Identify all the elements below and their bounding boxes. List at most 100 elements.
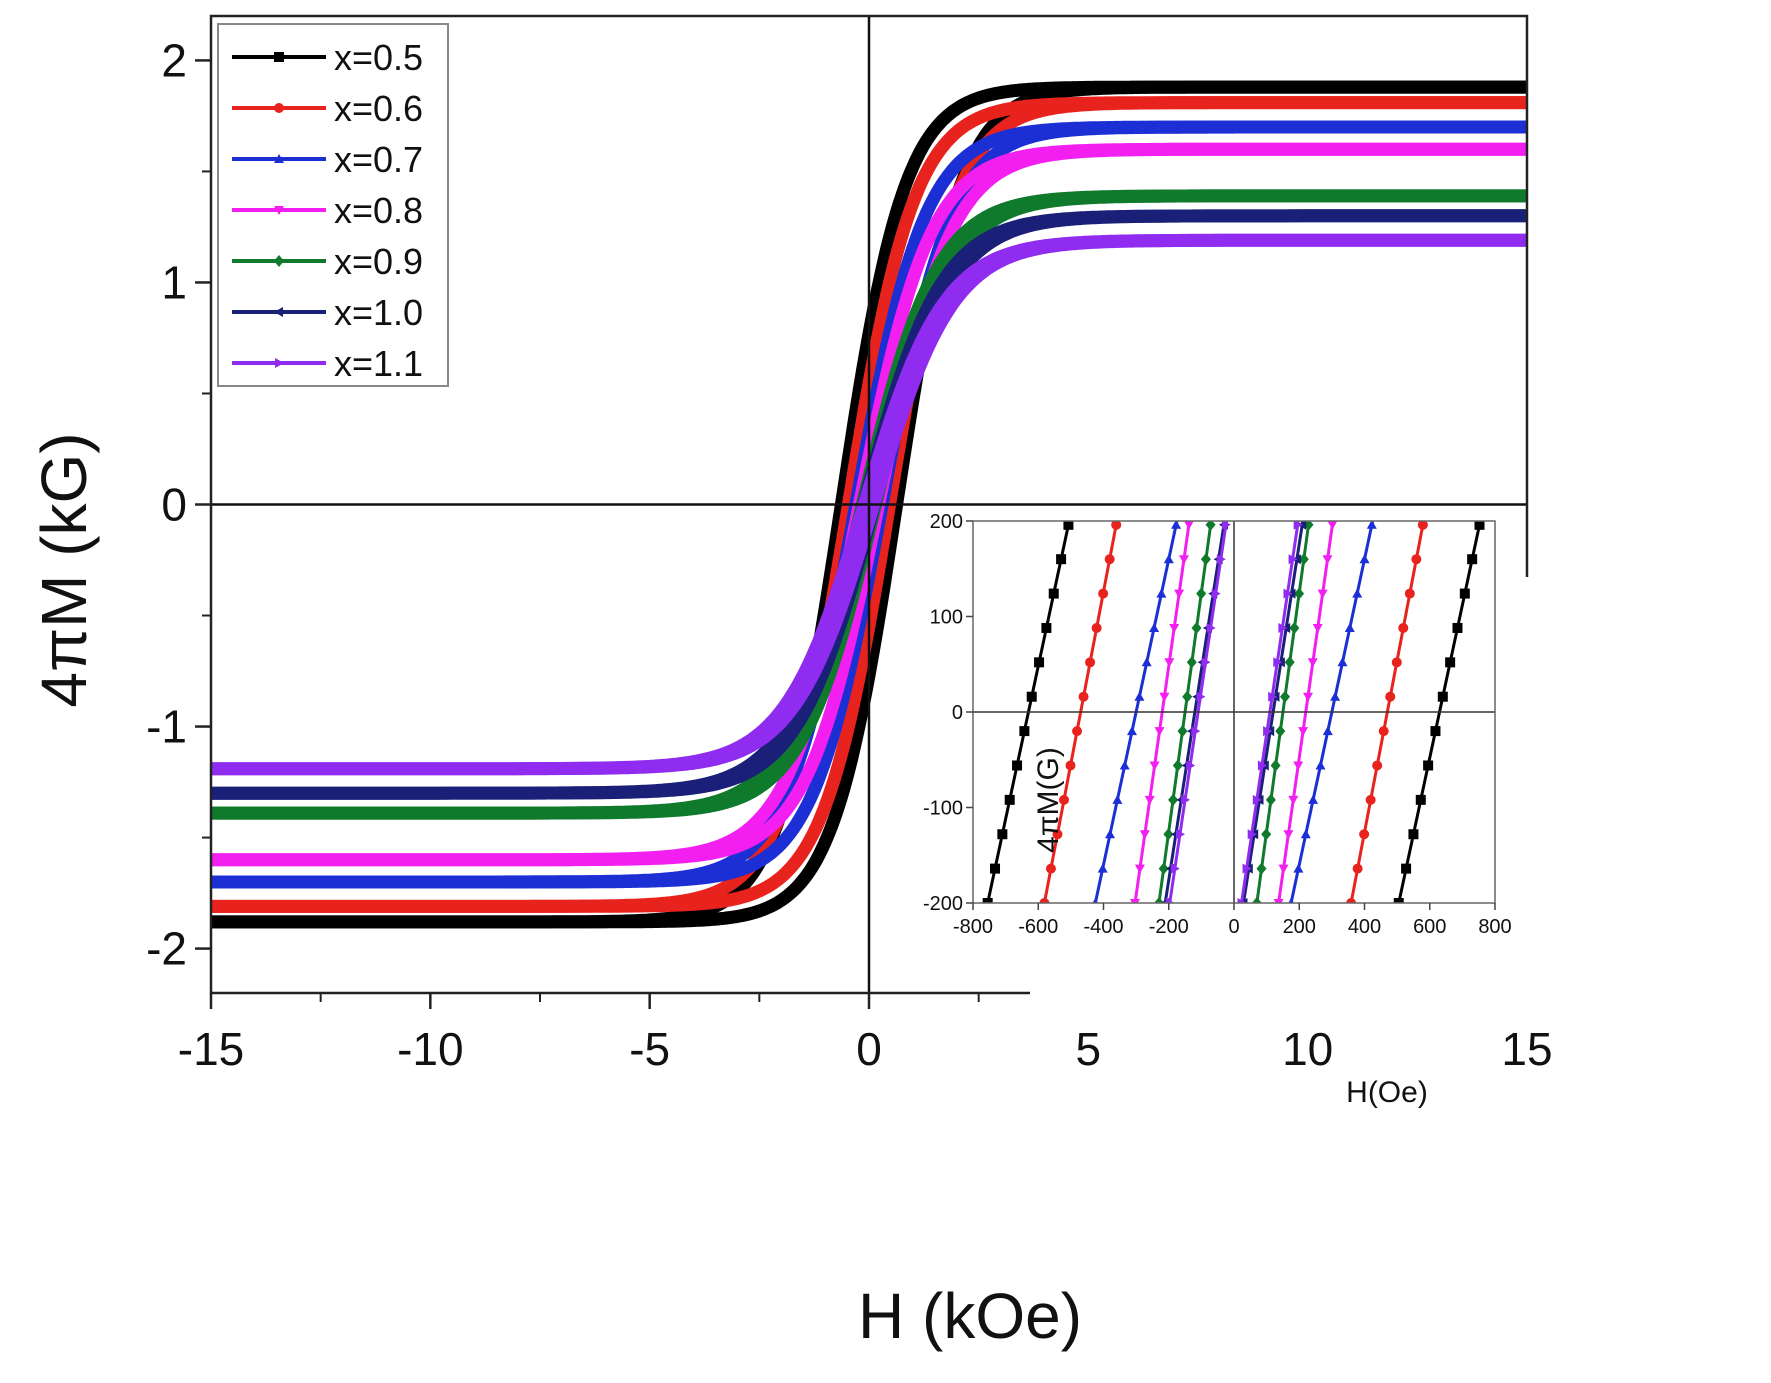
main-point <box>878 264 886 272</box>
inset-point <box>1177 725 1188 738</box>
inset-point <box>1130 899 1140 903</box>
main-point <box>760 855 768 862</box>
main-point <box>904 173 912 181</box>
main-x-tick-label: 15 <box>1501 1023 1552 1075</box>
legend-entry: x=1.1 <box>232 343 423 384</box>
main-point <box>932 330 939 338</box>
inset-point <box>1288 898 1294 903</box>
main-point <box>812 685 820 693</box>
inset-point <box>1288 554 1298 565</box>
main-point <box>812 856 820 864</box>
main-point <box>905 289 912 297</box>
inset-point <box>1196 587 1207 600</box>
main-point <box>904 211 912 219</box>
legend-marker <box>274 103 284 113</box>
main-point <box>878 312 886 320</box>
main-point <box>839 746 847 754</box>
legend-marker <box>275 358 284 368</box>
inset-point <box>1041 622 1052 633</box>
inset-point <box>1391 657 1402 668</box>
inset-point <box>1359 554 1370 564</box>
main-point <box>957 157 965 164</box>
main-point <box>786 865 794 873</box>
main-point <box>852 737 860 745</box>
inset-chart: -800 -600 -400 -200 0 200 400 600 800 -200 -100 0 10… <box>923 511 1680 1109</box>
main-point <box>879 442 886 450</box>
main-point <box>852 689 860 697</box>
main-point <box>812 751 820 758</box>
inset-curves-clip <box>982 521 1485 903</box>
inset-point <box>1078 691 1089 702</box>
inset-point <box>1330 691 1341 701</box>
inset-point <box>1097 863 1108 873</box>
main-point <box>970 173 978 181</box>
main-y-tick-label: -1 <box>146 701 187 753</box>
inset-x-tick-label: -200 <box>1149 916 1189 938</box>
main-point <box>760 726 768 734</box>
inset-point <box>1156 588 1167 598</box>
inset-point <box>1423 760 1434 771</box>
inset-point <box>1163 554 1174 564</box>
inset-point <box>990 863 1001 874</box>
inset-point <box>1322 555 1333 565</box>
main-point <box>931 154 939 162</box>
inset-point <box>1174 589 1185 599</box>
legend-marker <box>274 206 284 215</box>
inset-point <box>1415 794 1426 805</box>
main-point <box>786 802 794 809</box>
inset-point <box>1308 794 1319 804</box>
main-point <box>787 694 794 702</box>
inset-point <box>1275 725 1286 738</box>
inset-point <box>1091 622 1102 633</box>
main-point <box>853 559 860 567</box>
inset-point <box>1352 863 1363 874</box>
main-point <box>918 316 925 324</box>
main-point <box>853 528 860 536</box>
main-point <box>944 247 952 256</box>
inset-point <box>1237 898 1247 903</box>
inset-point <box>1181 794 1191 805</box>
main-point <box>957 266 964 274</box>
inset-point <box>1317 589 1328 599</box>
inset-point <box>1459 588 1470 599</box>
inset-point <box>1268 691 1278 702</box>
inset-point <box>1346 898 1357 903</box>
main-point <box>839 696 847 703</box>
inset-point <box>997 829 1008 840</box>
main-point <box>786 890 794 898</box>
inset-point <box>1252 794 1262 805</box>
inset-point <box>1404 588 1415 599</box>
inset-point <box>1191 726 1201 737</box>
inset-x-tick-label: 600 <box>1413 916 1446 938</box>
inset-x-tick-label: 200 <box>1283 916 1316 938</box>
inset-point <box>1184 521 1194 530</box>
main-point <box>945 307 952 315</box>
inset-point <box>1322 726 1333 736</box>
main-point <box>931 290 938 298</box>
inset-point <box>1289 622 1300 634</box>
inset-point <box>1300 829 1311 839</box>
main-point <box>970 252 978 259</box>
main-point <box>918 337 926 345</box>
inset-point <box>1251 897 1262 903</box>
inset-point <box>1270 759 1281 772</box>
main-point <box>826 828 834 836</box>
inset-point <box>1283 830 1294 840</box>
main-point <box>760 759 767 766</box>
main-point <box>826 713 833 720</box>
main-point <box>839 666 847 673</box>
main-point <box>945 293 952 301</box>
main-x-tick-label: -15 <box>178 1023 244 1075</box>
main-point <box>918 220 926 228</box>
inset-point <box>1256 862 1267 875</box>
inset-point <box>1398 622 1409 633</box>
inset-point <box>1430 726 1441 737</box>
legend-box <box>217 23 449 387</box>
main-point <box>839 789 847 797</box>
inset-point <box>1141 657 1152 667</box>
inset-point <box>1474 521 1485 530</box>
inset-point <box>1019 726 1030 737</box>
main-point <box>905 392 912 400</box>
inset-point <box>1159 692 1170 702</box>
